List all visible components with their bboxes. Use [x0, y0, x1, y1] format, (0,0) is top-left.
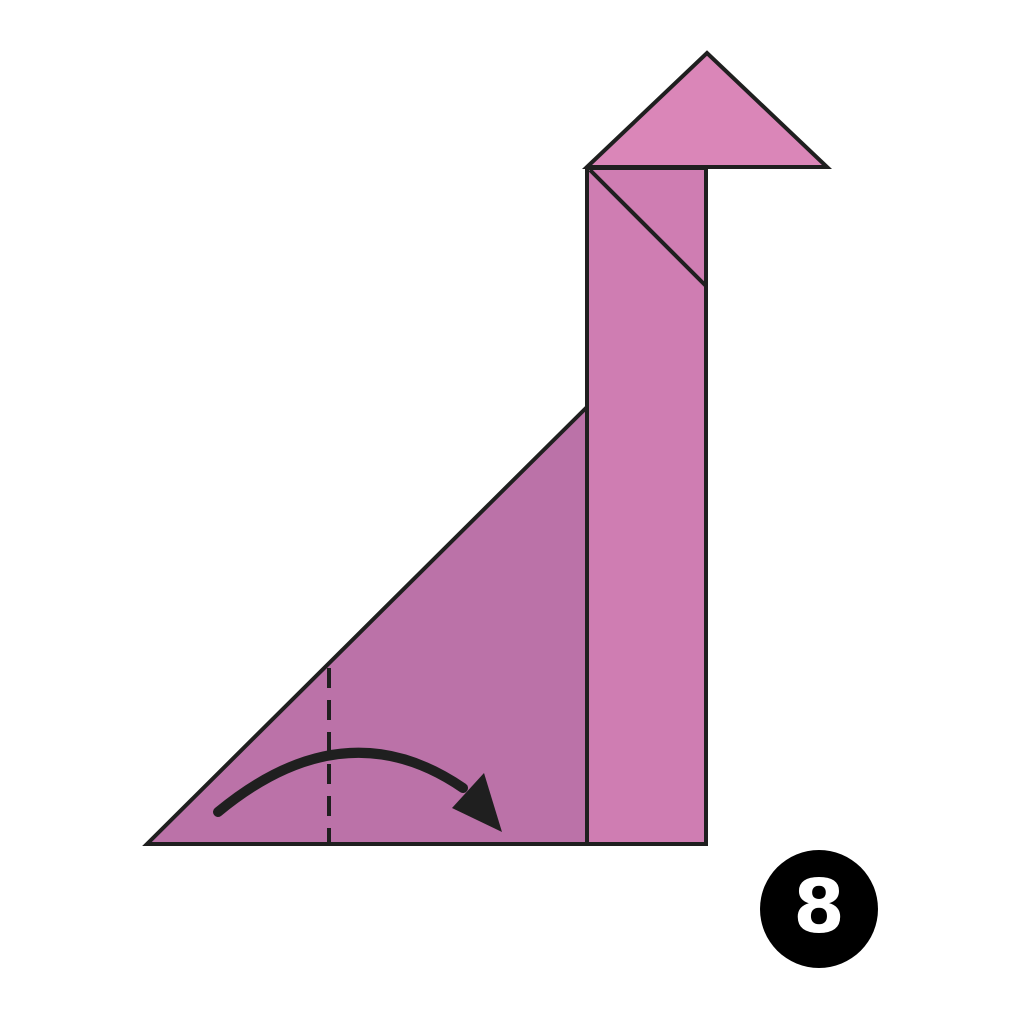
neck-crease-line [588, 168, 708, 288]
dinosaur-neck [585, 166, 708, 846]
fold-direction-arrow-icon [213, 747, 502, 832]
dinosaur-head [581, 50, 833, 169]
step-number: 8 [793, 864, 845, 950]
dinosaur-body [142, 402, 589, 846]
step-number-badge: 8 [760, 850, 878, 968]
